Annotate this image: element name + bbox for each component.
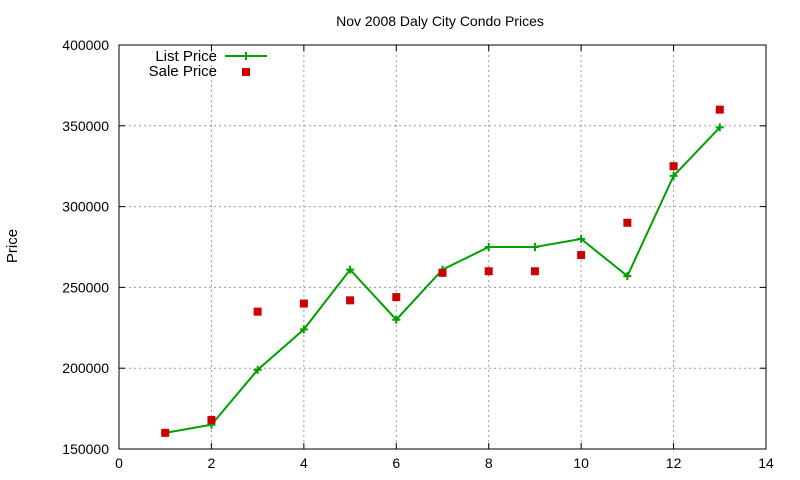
sale-price-point [346, 296, 355, 305]
x-tick-label: 8 [485, 455, 493, 471]
legend-label-sale-price: Sale Price [149, 63, 217, 80]
x-tick-label: 0 [115, 455, 123, 471]
legend-label-list-price: List Price [155, 48, 217, 65]
sale-price-point [715, 105, 724, 114]
list-price-point [669, 171, 678, 180]
sale-price-point [484, 267, 493, 276]
list-price-line [165, 126, 721, 434]
x-tick-label: 14 [758, 455, 774, 471]
list-price-point [392, 315, 401, 324]
list-price-point [715, 123, 724, 132]
x-tick-label: 2 [208, 455, 216, 471]
list-price-point [299, 325, 308, 334]
list-price-point [623, 272, 632, 281]
list-price-point [577, 234, 586, 243]
plot-series [161, 105, 724, 437]
sale-price-point [669, 162, 678, 171]
list-price-point [530, 243, 539, 251]
chart-title: Nov 2008 Daly City Condo Prices [336, 13, 544, 29]
y-tick-label: 150000 [62, 441, 109, 457]
y-tick-label: 200000 [62, 360, 109, 376]
sale-price-point [438, 268, 447, 277]
list-price-point [253, 365, 262, 374]
legend-marker-list-price [242, 52, 250, 60]
y-tick-label: 250000 [62, 279, 109, 295]
y-tick-label: 400000 [62, 37, 109, 53]
sale-price-point [207, 415, 216, 424]
y-axis-label: Price [4, 229, 21, 263]
legend-marker-sale-price [242, 68, 250, 76]
axis-ticks: 0 2 4 6 8 10 12 14 150000 200000 250000 300000 35000… [62, 37, 774, 471]
sale-price-point [623, 218, 632, 227]
list-price-point [346, 265, 355, 274]
sale-price-point [161, 428, 170, 437]
grid-lines [119, 45, 766, 449]
y-tick-label: 350000 [62, 118, 109, 134]
sale-price-point [253, 307, 262, 316]
list-price-point [484, 243, 493, 251]
sale-price-point [530, 267, 539, 276]
x-tick-label: 4 [300, 455, 308, 471]
x-tick-label: 10 [573, 455, 589, 471]
legend: List Price Sale Price [149, 48, 267, 80]
sale-price-point [299, 299, 308, 308]
sale-price-point [392, 293, 401, 302]
y-tick-label: 300000 [62, 199, 109, 215]
sale-price-point [577, 251, 586, 260]
x-tick-label: 12 [666, 455, 682, 471]
x-tick-label: 6 [392, 455, 400, 471]
plot-frame [118, 44, 767, 450]
